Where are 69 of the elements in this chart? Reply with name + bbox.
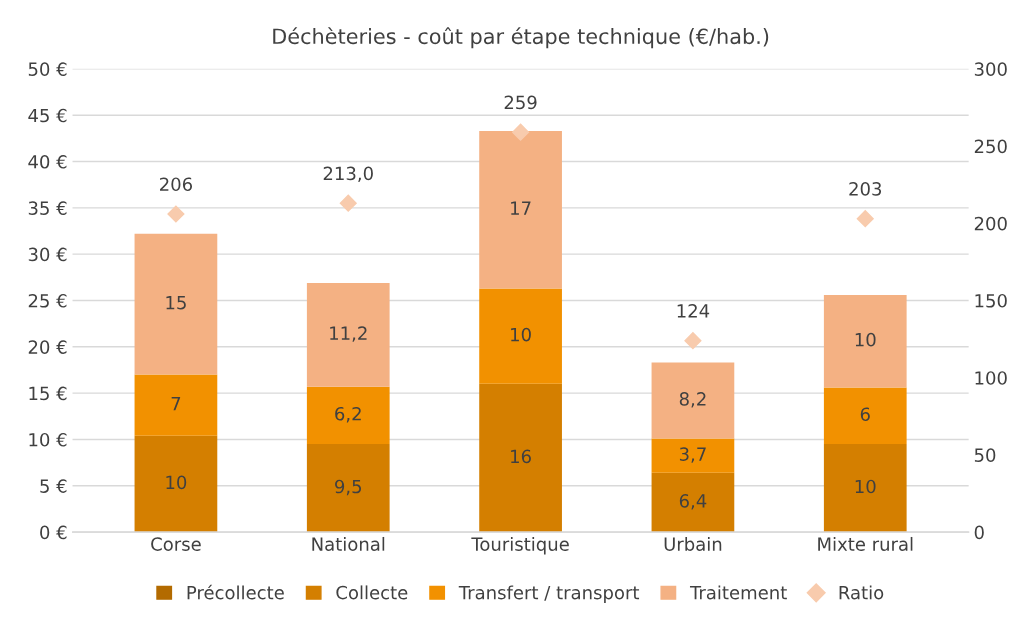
chart-title: Déchèteries - coût par étape technique (€/hab.)	[273, 27, 769, 49]
x-tick-label: Touristique	[471, 536, 569, 555]
data-label: 259	[504, 95, 537, 110]
legend-label: Traitement	[689, 585, 787, 600]
y2-tick-label: 50	[974, 448, 996, 463]
y-tick-label: 40 €	[28, 154, 67, 169]
bar	[479, 288, 562, 384]
legend-label: Transfert / transport	[458, 585, 640, 603]
data-label: 11,2	[330, 326, 367, 342]
bar	[823, 294, 907, 388]
legend-label: Ratio	[839, 585, 884, 600]
data-label: 16	[511, 449, 531, 464]
bar	[306, 444, 390, 533]
y-tick-label: 45 €	[28, 108, 67, 123]
bar	[134, 374, 218, 436]
bar	[134, 435, 218, 533]
data-label: 124	[677, 304, 710, 318]
bar	[134, 233, 218, 375]
bar	[823, 387, 907, 445]
bar	[651, 438, 735, 473]
legend-label: Collecte	[336, 585, 408, 600]
y2-tick-label: 250	[974, 139, 1007, 154]
y-tick-label: 20 €	[28, 340, 67, 354]
x-tick-label: Urbain	[664, 536, 722, 551]
y-tick-label: 0 €	[40, 525, 67, 540]
point	[512, 123, 530, 141]
data-label: 6,4	[679, 494, 707, 510]
data-label: 7	[171, 396, 181, 411]
x-tick-label: Corse	[151, 537, 201, 551]
data-label: 10	[855, 479, 876, 494]
y-tick-label: 50 €	[28, 62, 67, 76]
bar	[651, 472, 735, 533]
legend-label: Précollecte	[187, 584, 284, 600]
data-label: 213,0	[323, 166, 373, 183]
point	[339, 194, 357, 212]
bar	[651, 362, 735, 439]
data-label: 17	[511, 201, 531, 215]
data-label: 8,2	[679, 392, 706, 408]
point	[684, 332, 702, 350]
y2-tick-label: 100	[975, 371, 1007, 385]
data-label: 6,2	[335, 406, 361, 423]
point	[167, 205, 185, 223]
bar	[823, 444, 907, 533]
y2-tick-label: 300	[974, 62, 1007, 76]
y-tick-label: 10 €	[29, 432, 67, 447]
x-tick-label: Mixte rural	[818, 536, 913, 551]
data-label: 9,5	[335, 479, 362, 496]
y-tick-label: 35 €	[28, 201, 67, 215]
y2-tick-label: 200	[974, 216, 1007, 231]
y2-tick-label: 0	[974, 525, 984, 540]
data-label: 3,7	[679, 447, 706, 463]
bar	[479, 383, 562, 533]
y-tick-label: 5 €	[40, 479, 67, 493]
data-label: 15	[166, 296, 186, 310]
bar	[479, 130, 562, 289]
y2-tick-label: 150	[975, 293, 1007, 308]
data-label: 10	[511, 327, 531, 342]
point	[856, 210, 874, 228]
data-label: 10	[855, 332, 876, 347]
data-label: 6	[860, 407, 870, 422]
data-label: 206	[160, 177, 193, 192]
y-tick-label: 30 €	[28, 247, 67, 262]
x-tick-label: National	[312, 536, 385, 551]
y-tick-label: 25 €	[28, 293, 67, 308]
data-label: 10	[166, 475, 187, 490]
y-tick-label: 15 €	[29, 386, 67, 401]
data-label: 203	[849, 182, 882, 196]
bar	[306, 282, 390, 387]
bar	[306, 386, 390, 445]
